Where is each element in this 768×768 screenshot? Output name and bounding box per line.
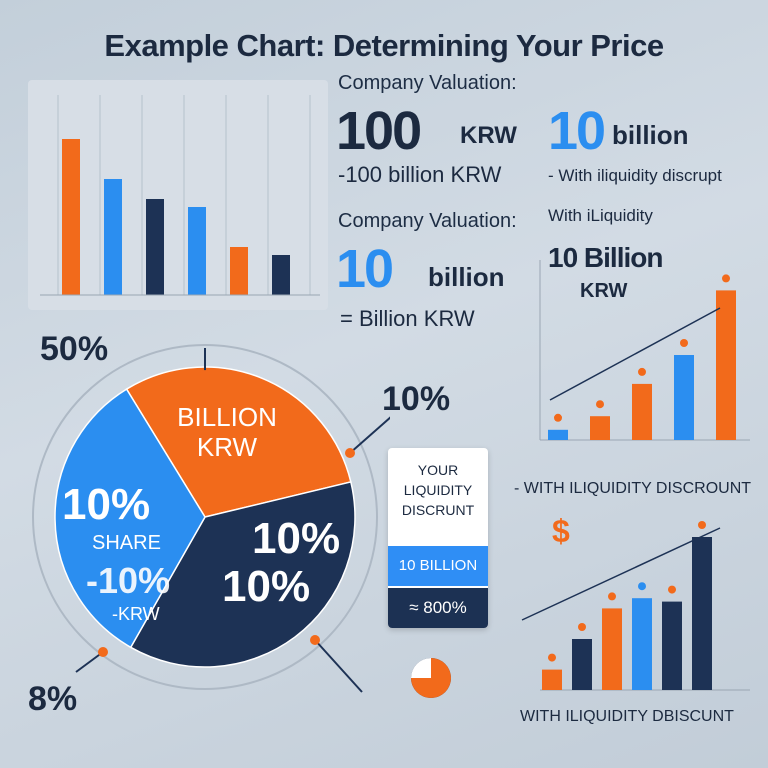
bar-dot-3 (638, 367, 646, 376)
mid-right-label: - WITH ILIQUIDITY DISCROUNT (514, 480, 752, 497)
pie-callout-right: 10% (382, 380, 451, 418)
pie-label-8: 8% (28, 680, 78, 718)
chart-grid (57, 95, 311, 295)
bar-4 (188, 207, 206, 295)
bar-dot-3 (608, 592, 616, 601)
pie-dark-share: SHARE (92, 532, 161, 554)
pie-slice-1 (129, 481, 356, 668)
valuation-sub-1: -100 billion KRW (338, 162, 502, 187)
page-title: Example Chart: Determining Your Price (104, 28, 664, 63)
bar-2 (104, 179, 122, 295)
callout-line-bottom (314, 639, 363, 693)
pie-slices (54, 366, 356, 668)
valuation-right-big-1: 10 (548, 101, 606, 161)
valuation-right-big-2: 10 Billion (548, 242, 663, 273)
chart-bars (548, 274, 736, 440)
callout-dot-left (98, 647, 108, 657)
valuation-big-value-2: 10 (336, 239, 394, 299)
callout-line-left (75, 651, 104, 673)
pie-slice-2 (54, 388, 206, 649)
bar-2 (590, 416, 610, 440)
chart-bars (542, 521, 712, 690)
bar-dot-2 (578, 623, 586, 631)
valuation-label-2: Company Valuation: (338, 210, 517, 232)
bar-dot-1 (554, 413, 562, 422)
bar-1 (62, 139, 80, 295)
bar-4 (674, 355, 694, 440)
card-row-billion: 10 BILLION (388, 546, 488, 586)
card-row-percent: ≈ 800% (388, 588, 488, 628)
valuation-big-unit-2: billion (428, 262, 505, 292)
card-title: YOUR LIQUIDITY DISCRUNT (401, 462, 475, 518)
callout-dot-bottom (310, 635, 320, 645)
mini-pie-white (411, 658, 431, 678)
bar-dot-2 (596, 400, 604, 409)
valuation-label-1: Company Valuation: (338, 72, 517, 94)
bar-6 (272, 255, 290, 295)
bar-1 (548, 429, 568, 440)
valuation-big-unit-1: KRW (460, 122, 517, 149)
pie-dark-neg: -10% (86, 560, 171, 601)
pie-dark-pct: 10% (62, 480, 151, 529)
bar-4 (632, 598, 652, 690)
valuation-right-unit-2: KRW (580, 280, 628, 302)
bar-3 (632, 383, 652, 440)
bar-dot-5 (668, 585, 676, 594)
trend-line (549, 307, 721, 401)
bar-5 (230, 247, 248, 295)
bar-2 (572, 639, 592, 690)
liquidity-card: YOUR LIQUIDITY DISCRUNT 10 BILLION ≈ 800… (388, 448, 488, 628)
bar-dot-6 (698, 521, 706, 529)
chart-bars (62, 139, 290, 295)
callout-line-right (349, 416, 390, 454)
callout-dot-top (200, 370, 210, 380)
valuation-big-value-1: 100 (336, 101, 422, 161)
pie-outer-ring (32, 344, 378, 690)
pie-chart (32, 344, 390, 693)
valuation-right-label-2: With iLiquidity (548, 206, 653, 225)
bar-1 (542, 669, 562, 690)
bar-dot-5 (722, 274, 730, 283)
trend-line (521, 527, 721, 621)
bar-3 (602, 608, 622, 690)
valuation-right-sub-1: - With iliquidity discrupt (548, 166, 722, 185)
bottom-right-bar-chart: $ (521, 513, 750, 691)
callout-dot-right (345, 448, 355, 458)
bar-3 (146, 199, 164, 295)
dollar-icon: $ (552, 513, 570, 549)
bar-dot-1 (548, 653, 556, 662)
bottom-right-label: WITH ILIQUIDITY DBISCUNT (520, 708, 734, 725)
pie-slice-label-orange: BILLION KRW (177, 402, 277, 462)
bar-6 (692, 537, 712, 690)
valuation-right-unit-1: billion (612, 120, 689, 150)
top-left-bar-chart (28, 80, 328, 310)
pie-dark-krw: -KRW (112, 604, 160, 624)
chart-panel (28, 80, 328, 310)
bar-5 (716, 290, 736, 440)
valuation-sub-2: = Billion KRW (340, 306, 475, 331)
pie-blue-pct-1: 10% (252, 514, 341, 563)
bar-dot-4 (680, 339, 688, 347)
pie-label-50: 50% (40, 330, 109, 368)
mini-pie-icon (411, 658, 451, 698)
mid-right-bar-chart (539, 260, 750, 441)
pie-blue-pct-2: 10% (222, 562, 311, 611)
bar-5 (662, 601, 682, 690)
bar-dot-4 (638, 582, 646, 591)
